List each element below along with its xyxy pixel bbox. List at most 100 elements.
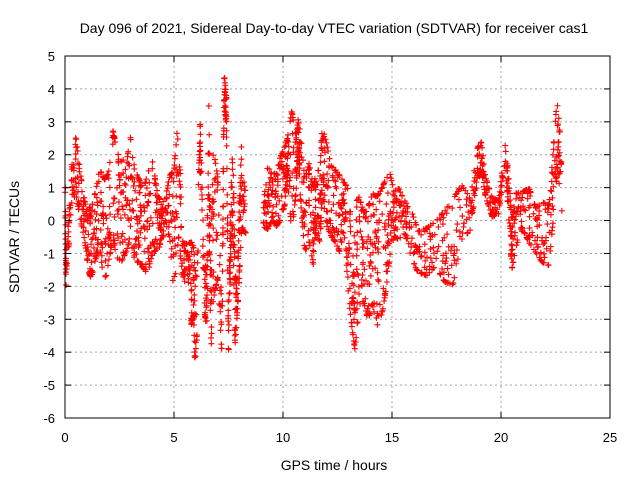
data-point (237, 244, 244, 251)
plot-frame (64, 55, 611, 419)
data-point (263, 181, 270, 188)
data-point (347, 261, 354, 268)
data-point (163, 223, 170, 230)
data-point (266, 202, 273, 209)
data-point (317, 218, 324, 225)
data-point (230, 194, 237, 201)
data-point (396, 186, 403, 193)
data-point (193, 311, 200, 318)
data-point (82, 242, 89, 249)
data-point (73, 194, 80, 201)
data-point (279, 148, 286, 155)
data-point (352, 338, 359, 345)
data-point (312, 220, 319, 227)
data-point (98, 252, 105, 259)
data-point (479, 144, 486, 151)
data-point (206, 251, 213, 258)
data-point (195, 247, 202, 254)
data-point (375, 191, 382, 198)
data-point (172, 243, 179, 250)
data-point (203, 304, 210, 311)
data-point (362, 277, 369, 284)
data-point (502, 148, 509, 155)
data-point (347, 223, 354, 230)
data-point (183, 240, 190, 247)
data-point (208, 340, 215, 347)
data-point (307, 211, 314, 218)
data-point (167, 238, 174, 245)
data-point (78, 176, 85, 183)
data-point (213, 167, 220, 174)
data-point (223, 127, 230, 134)
data-point (318, 187, 325, 194)
data-point (285, 168, 292, 175)
data-point (239, 226, 246, 233)
data-point (454, 188, 461, 195)
data-point (541, 239, 548, 246)
data-point (376, 301, 383, 308)
data-point (321, 192, 328, 199)
data-point (174, 241, 181, 248)
data-point (197, 139, 204, 146)
data-point (387, 171, 394, 178)
data-point (360, 240, 367, 247)
data-point (168, 217, 175, 224)
data-point (281, 202, 288, 209)
data-point (276, 197, 283, 204)
data-point (526, 240, 533, 247)
data-point (142, 261, 149, 268)
data-point (179, 260, 186, 267)
data-point (95, 217, 102, 224)
data-point (124, 159, 131, 166)
data-point (357, 199, 364, 206)
data-point (87, 212, 94, 219)
data-point (193, 273, 200, 280)
y-tick-label: 0 (48, 214, 55, 229)
data-point (354, 320, 361, 327)
data-point (102, 257, 109, 264)
data-point (361, 266, 368, 273)
data-point (549, 151, 556, 158)
data-point (296, 170, 303, 177)
data-point (81, 194, 88, 201)
data-point (293, 169, 300, 176)
data-point (284, 163, 291, 170)
data-point (384, 232, 391, 239)
data-point (321, 205, 328, 212)
data-point (227, 258, 234, 265)
data-point (181, 266, 188, 273)
data-point (342, 214, 349, 221)
data-point (394, 235, 401, 242)
y-tick-label: 3 (48, 115, 55, 130)
data-point (149, 239, 156, 246)
data-point (383, 268, 390, 275)
data-point (97, 189, 104, 196)
data-point (390, 191, 397, 198)
data-point (549, 203, 556, 210)
data-point (190, 301, 197, 308)
data-point (149, 165, 156, 172)
data-point (334, 231, 341, 238)
data-point (555, 121, 562, 128)
data-point (90, 244, 97, 251)
data-point (433, 255, 440, 262)
data-point (382, 226, 389, 233)
data-point (323, 139, 330, 146)
data-point (75, 203, 82, 210)
x-tick-label: 15 (385, 430, 399, 445)
data-point (99, 211, 106, 218)
data-point (351, 345, 358, 352)
data-point (471, 178, 478, 185)
data-point (399, 212, 406, 219)
x-tick-label: 0 (61, 430, 68, 445)
data-point (511, 252, 518, 259)
data-point (158, 215, 165, 222)
data-point (364, 245, 371, 252)
data-point (74, 147, 81, 154)
data-point (227, 238, 234, 245)
data-point (509, 264, 516, 271)
data-point (141, 235, 148, 242)
data-point (93, 225, 100, 232)
data-point (266, 166, 273, 173)
data-point (124, 197, 131, 204)
